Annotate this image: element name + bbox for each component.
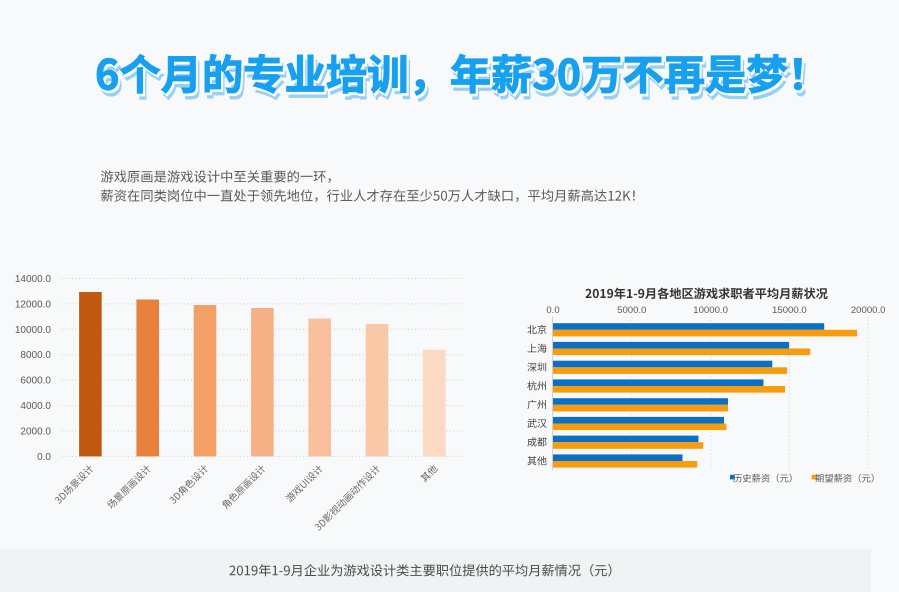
svg-text:12000.0: 12000.0 <box>15 299 52 310</box>
svg-text:2000.0: 2000.0 <box>20 427 51 438</box>
svg-text:8000.0: 8000.0 <box>20 350 51 361</box>
svg-text:6000.0: 6000.0 <box>20 376 51 387</box>
svg-text:14000.0: 14000.0 <box>15 274 52 285</box>
svg-text:4000.0: 4000.0 <box>20 401 51 412</box>
svg-text:20000.0: 20000.0 <box>851 305 886 316</box>
svg-text:0.0: 0.0 <box>546 305 559 316</box>
svg-text:5000.0: 5000.0 <box>617 305 646 316</box>
svg-text:15000.0: 15000.0 <box>772 305 807 316</box>
svg-text:10000.0: 10000.0 <box>15 325 52 336</box>
svg-text:10000.0: 10000.0 <box>693 305 728 316</box>
svg-text:0.0: 0.0 <box>37 452 51 463</box>
